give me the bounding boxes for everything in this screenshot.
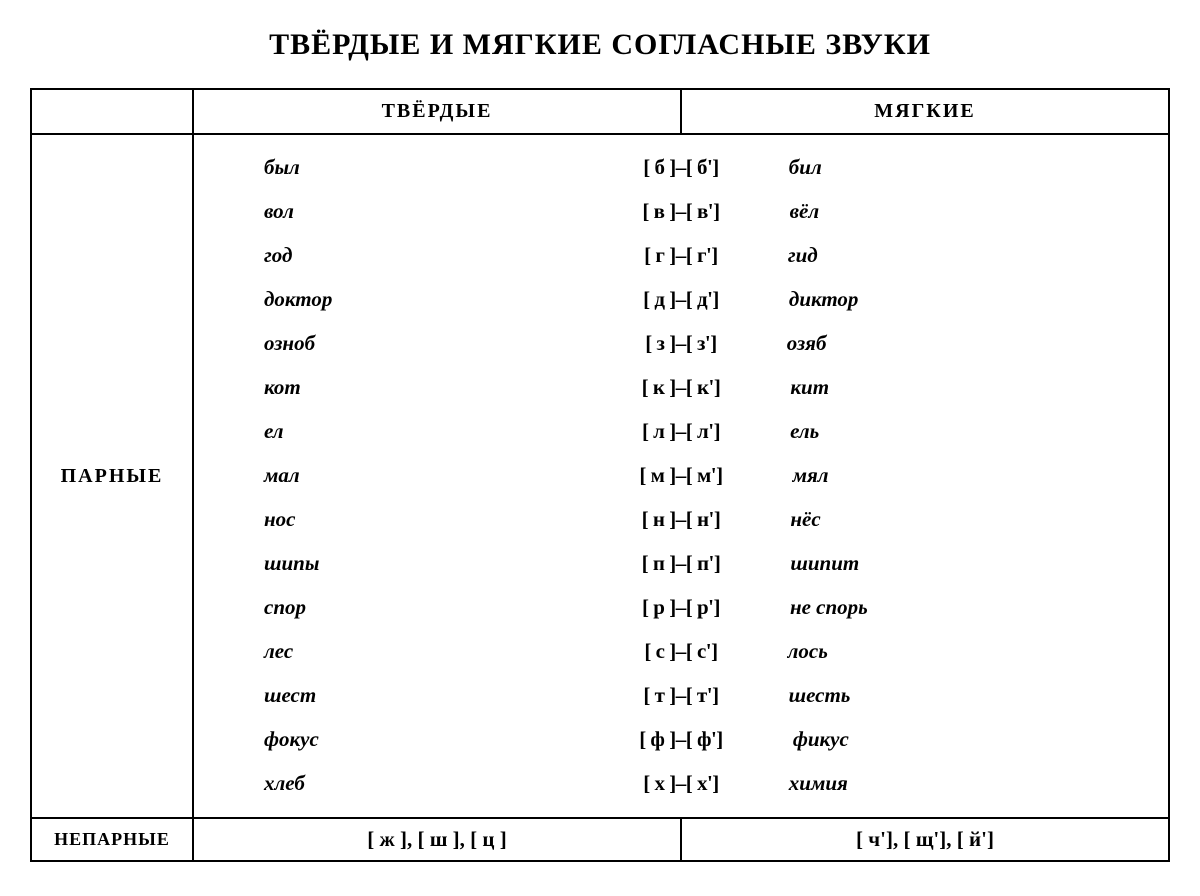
pair-row: нос[ н ]–[ н']нёс: [194, 497, 1168, 541]
consonants-table: ТВЁРДЫЕ МЯГКИЕ ПАРНЫЕ был[ б ]–[ б']билв…: [30, 88, 1170, 862]
pair-row: вол[ в ]–[ в']вёл: [194, 189, 1168, 233]
hard-example: ел: [194, 419, 642, 444]
phonetic-pair: [ м ]–[ м']: [639, 463, 722, 488]
phonetic-pair: [ г ]–[ г']: [644, 243, 718, 268]
phonetic-pair: [ т ]–[ т']: [643, 683, 718, 708]
soft-example: гид: [718, 243, 1168, 268]
pair-row: был[ б ]–[ б']бил: [194, 145, 1168, 189]
hard-example: был: [194, 155, 643, 180]
phonetic-pair: [ к ]–[ к']: [642, 375, 721, 400]
soft-example: бил: [719, 155, 1168, 180]
soft-example: кит: [720, 375, 1168, 400]
paired-label: ПАРНЫЕ: [31, 134, 193, 818]
unpaired-soft: [ ч'], [ щ'], [ й']: [681, 818, 1169, 861]
pair-row: спор[ р ]–[ р']не спорь: [194, 585, 1168, 629]
hard-example: кот: [194, 375, 642, 400]
phonetic-pair: [ в ]–[ в']: [642, 199, 719, 224]
hard-example: мал: [194, 463, 639, 488]
hard-header: ТВЁРДЫЕ: [193, 89, 681, 134]
hard-example: доктор: [194, 287, 643, 312]
soft-example: химия: [719, 771, 1168, 796]
pair-row: ел[ л ]–[ л']ель: [194, 409, 1168, 453]
unpaired-hard: [ ж ], [ ш ], [ ц ]: [193, 818, 681, 861]
soft-example: вёл: [720, 199, 1168, 224]
pair-row: мал[ м ]–[ м']мял: [194, 453, 1168, 497]
phonetic-pair: [ з ]–[ з']: [645, 331, 716, 356]
phonetic-pair: [ д ]–[ д']: [643, 287, 719, 312]
pair-row: хлеб[ х ]–[ х']химия: [194, 761, 1168, 805]
phonetic-pair: [ х ]–[ х']: [643, 771, 719, 796]
phonetic-pair: [ ф ]–[ ф']: [639, 727, 723, 752]
hard-example: шипы: [194, 551, 642, 576]
hard-example: озноб: [194, 331, 645, 356]
pair-row: доктор[ д ]–[ д']диктор: [194, 277, 1168, 321]
paired-body: был[ б ]–[ б']билвол[ в ]–[ в']вёлгод[ г…: [193, 134, 1169, 818]
pair-row: фокус[ ф ]–[ ф']фикус: [194, 717, 1168, 761]
phonetic-pair: [ н ]–[ н']: [642, 507, 721, 532]
pair-row: шест[ т ]–[ т']шесть: [194, 673, 1168, 717]
unpaired-row: НЕПАРНЫЕ [ ж ], [ ш ], [ ц ] [ ч'], [ щ'…: [31, 818, 1169, 861]
hard-example: хлеб: [194, 771, 643, 796]
pair-row: лес[ с ]–[ с']лось: [194, 629, 1168, 673]
unpaired-label: НЕПАРНЫЕ: [31, 818, 193, 861]
hard-example: год: [194, 243, 644, 268]
hard-example: вол: [194, 199, 642, 224]
phonetic-pair: [ с ]–[ с']: [644, 639, 717, 664]
phonetic-pair: [ б ]–[ б']: [643, 155, 719, 180]
soft-example: шесть: [719, 683, 1168, 708]
soft-example: не спорь: [720, 595, 1168, 620]
hard-example: спор: [194, 595, 642, 620]
pair-row: шипы[ п ]–[ п']шипит: [194, 541, 1168, 585]
phonetic-pair: [ р ]–[ р']: [642, 595, 720, 620]
hard-example: шест: [194, 683, 643, 708]
pair-row: кот[ к ]–[ к']кит: [194, 365, 1168, 409]
pair-row: озноб[ з ]–[ з']озяб: [194, 321, 1168, 365]
hard-example: лес: [194, 639, 644, 664]
soft-example: озяб: [717, 331, 1168, 356]
hard-example: фокус: [194, 727, 639, 752]
soft-example: диктор: [719, 287, 1168, 312]
corner-cell: [31, 89, 193, 134]
soft-example: ель: [720, 419, 1168, 444]
pair-row: год[ г ]–[ г']гид: [194, 233, 1168, 277]
soft-example: лось: [718, 639, 1168, 664]
soft-header: МЯГКИЕ: [681, 89, 1169, 134]
soft-example: шипит: [720, 551, 1168, 576]
hard-example: нос: [194, 507, 642, 532]
soft-example: нёс: [720, 507, 1168, 532]
soft-example: мял: [723, 463, 1168, 488]
soft-example: фикус: [723, 727, 1168, 752]
paired-row: ПАРНЫЕ был[ б ]–[ б']билвол[ в ]–[ в']вё…: [31, 134, 1169, 818]
header-row: ТВЁРДЫЕ МЯГКИЕ: [31, 89, 1169, 134]
phonetic-pair: [ п ]–[ п']: [642, 551, 721, 576]
phonetic-pair: [ л ]–[ л']: [642, 419, 720, 444]
page-title: ТВЁРДЫЕ И МЯГКИЕ СОГЛАСНЫЕ ЗВУКИ: [30, 28, 1170, 62]
